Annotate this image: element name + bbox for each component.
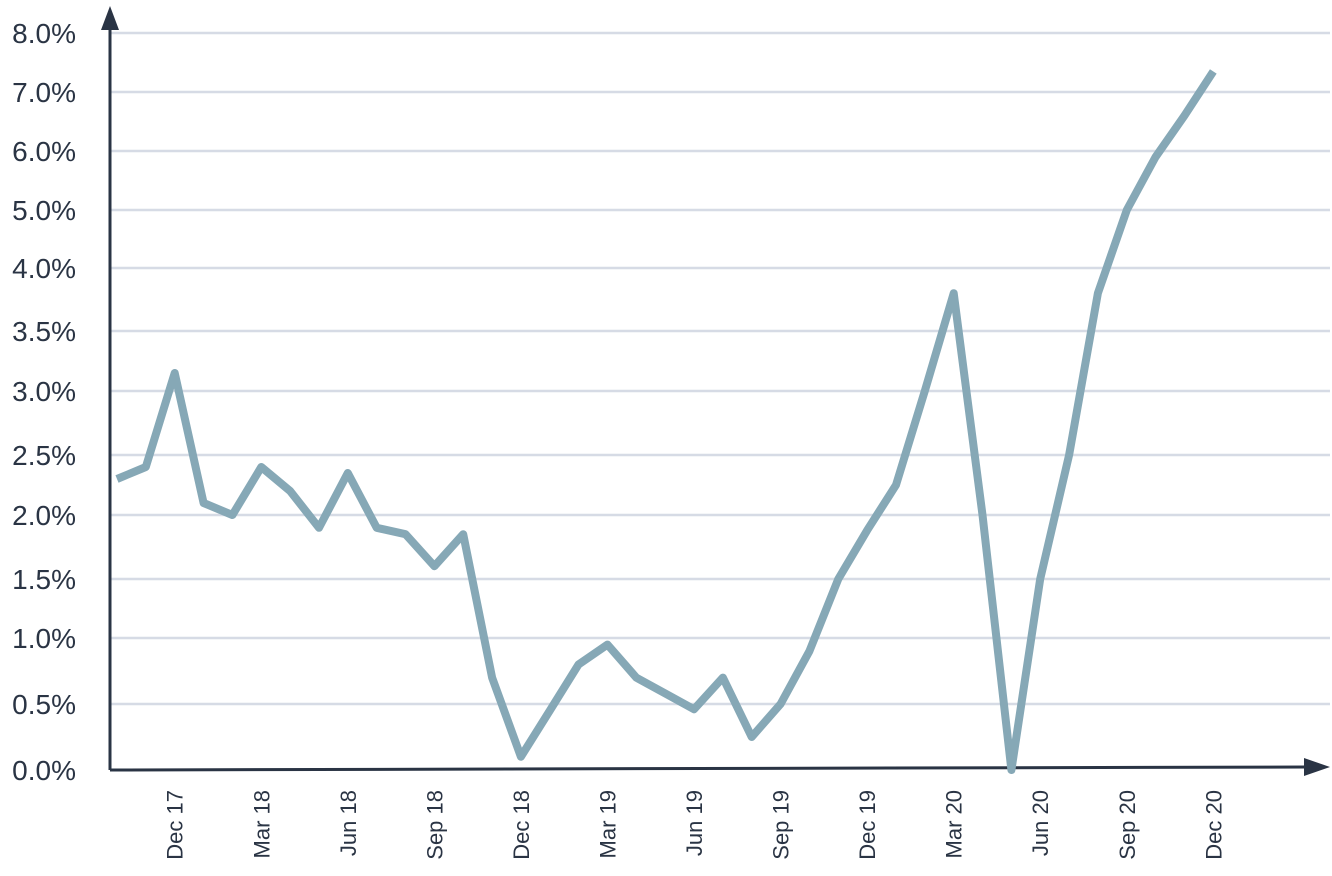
x-tick-label: Dec 20 xyxy=(1201,790,1226,860)
y-axis-tick-labels: 0.0% 0.5% 1.0% 1.5% 2.0% 2.5% 3.0% 3.5% 4.0% 5.0%… xyxy=(12,18,76,786)
gridlines xyxy=(110,31,1330,706)
y-tick-label: 4.0% xyxy=(12,253,76,284)
y-tick-label: 2.5% xyxy=(12,440,76,471)
x-tick-label: Dec 17 xyxy=(163,790,188,860)
x-tick-label: Jun 19 xyxy=(682,790,707,856)
x-tick-label: Sep 20 xyxy=(1115,790,1140,860)
x-tick-label: Sep 18 xyxy=(422,790,447,860)
y-tick-label: 8.0% xyxy=(12,18,76,49)
x-tick-label: Mar 19 xyxy=(595,790,620,858)
axes xyxy=(101,6,1330,776)
x-tick-label: Jun 18 xyxy=(336,790,361,856)
x-axis-arrow xyxy=(1304,758,1330,776)
y-tick-label: 1.0% xyxy=(12,623,76,654)
x-tick-label: Mar 20 xyxy=(942,790,967,858)
series-line xyxy=(115,69,1217,774)
y-tick-label: 0.0% xyxy=(12,755,76,786)
y-tick-label: 3.5% xyxy=(12,316,76,347)
x-axis-tick-labels: Dec 17 Mar 18 Jun 18 Sep 18 Dec 18 Mar 19 Jun … xyxy=(163,790,1227,860)
y-tick-label: 0.5% xyxy=(12,689,76,720)
x-axis-line xyxy=(109,765,1309,772)
y-tick-label: 3.0% xyxy=(12,376,76,407)
y-tick-label: 1.5% xyxy=(12,564,76,595)
y-tick-label: 2.0% xyxy=(12,500,76,531)
y-tick-label: 7.0% xyxy=(12,77,76,108)
y-axis-arrow xyxy=(101,6,119,30)
series-layer xyxy=(115,69,1217,774)
y-tick-label: 6.0% xyxy=(12,136,76,167)
y-tick-label: 5.0% xyxy=(12,195,76,226)
x-tick-label: Sep 19 xyxy=(769,790,794,860)
x-tick-label: Mar 18 xyxy=(249,790,274,858)
x-tick-label: Dec 18 xyxy=(509,790,534,860)
x-tick-label: Dec 19 xyxy=(855,790,880,860)
x-tick-label: Jun 20 xyxy=(1028,790,1053,856)
